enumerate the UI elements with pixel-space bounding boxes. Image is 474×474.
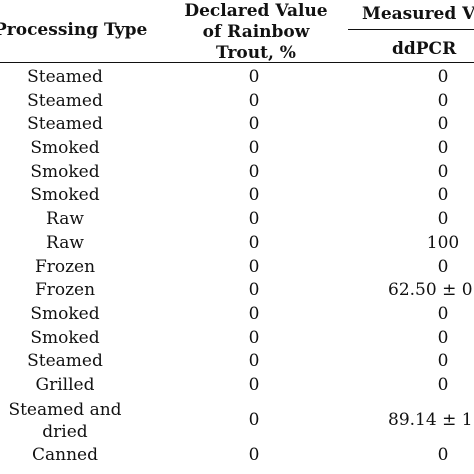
cell-ddpcr: 0 bbox=[437, 90, 449, 111]
cell-processing-type: Smoked bbox=[30, 138, 100, 159]
cell-processing-type: Smoked bbox=[30, 327, 100, 348]
cell-processing-type: Smoked bbox=[30, 303, 100, 324]
table-row: Raw 0 0 bbox=[0, 208, 474, 232]
table-row: Steamed 0 0 bbox=[0, 66, 474, 90]
cell-processing-type: Steamed bbox=[27, 114, 103, 135]
table-row: Smoked 0 0 bbox=[0, 161, 474, 185]
cell-declared-value: 0 bbox=[248, 67, 260, 87]
table-row: Steamed 0 0 bbox=[0, 90, 474, 114]
table-body: Steamed 0 0 Steamed 0 0 Steamed 0 0 Smok… bbox=[0, 66, 474, 467]
cell-processing-type: Canned bbox=[32, 444, 98, 465]
cell-processing-type: Steamed bbox=[27, 351, 103, 372]
cell-ddpcr: 0 bbox=[437, 161, 449, 182]
header-ddpcr: ddPCR bbox=[392, 39, 457, 59]
cell-declared-value: 0 bbox=[248, 90, 260, 111]
cell-ddpcr: 0 bbox=[437, 138, 449, 159]
cell-ddpcr: 0 bbox=[437, 303, 449, 324]
cell-processing-type: Raw bbox=[46, 209, 84, 230]
table-row: Smoked 0 0 bbox=[0, 137, 474, 161]
header-measured-value: Measured V bbox=[362, 4, 474, 24]
cell-processing-type: Grilled bbox=[35, 374, 95, 395]
cell-ddpcr: 0 bbox=[437, 374, 449, 395]
cell-declared-value: 0 bbox=[248, 280, 260, 301]
header-bottom-rule bbox=[0, 62, 474, 63]
table-row: Canned 0 0 bbox=[0, 444, 474, 468]
cell-ddpcr: 0 bbox=[437, 114, 449, 135]
cell-declared-value: 0 bbox=[248, 374, 260, 395]
cell-declared-value: 0 bbox=[248, 185, 260, 206]
header-declared-line-1: Declared Value bbox=[184, 1, 328, 21]
cell-ddpcr: 0 bbox=[437, 209, 449, 230]
cell-declared-value: 0 bbox=[248, 409, 260, 430]
header-declared-value: Declared Value of Rainbow Trout, % bbox=[172, 1, 340, 64]
cell-processing-type: Smoked bbox=[30, 161, 100, 182]
cell-declared-value: 0 bbox=[248, 161, 260, 182]
cell-declared-value: 0 bbox=[248, 444, 260, 465]
cell-processing-type: Raw bbox=[46, 232, 84, 253]
table-row: Frozen 0 0 bbox=[0, 256, 474, 280]
cell-declared-value: 0 bbox=[248, 114, 260, 135]
cell-processing-type: Steamed bbox=[27, 67, 103, 87]
table-row: Steamed 0 0 bbox=[0, 350, 474, 374]
table-row: Grilled 0 0 bbox=[0, 374, 474, 398]
cell-processing-type: Steamed and dried bbox=[8, 399, 122, 442]
cell-ddpcr: 62.50 ± 0. bbox=[388, 280, 474, 301]
cell-ddpcr: 100 bbox=[426, 232, 460, 253]
cell-ddpcr: 0 bbox=[437, 351, 449, 372]
cell-processing-type: Smoked bbox=[30, 185, 100, 206]
cell-ddpcr: 0 bbox=[437, 444, 449, 465]
cell-processing-type: Frozen bbox=[34, 256, 96, 277]
header-processing-type: Processing Type bbox=[0, 20, 148, 40]
cell-ddpcr: 0 bbox=[437, 185, 449, 206]
cell-declared-value: 0 bbox=[248, 303, 260, 324]
cell-declared-value: 0 bbox=[248, 138, 260, 159]
table-row: Smoked 0 0 bbox=[0, 303, 474, 327]
header-declared-line-2: of Rainbow bbox=[202, 22, 310, 42]
cell-ddpcr: 0 bbox=[437, 256, 449, 277]
table-row: Frozen 0 62.50 ± 0. bbox=[0, 279, 474, 303]
cell-processing-type: Frozen bbox=[34, 280, 96, 301]
cell-declared-value: 0 bbox=[248, 351, 260, 372]
cell-declared-value: 0 bbox=[248, 327, 260, 348]
table-row: Steamed and dried 0 89.14 ± 1. bbox=[0, 398, 474, 444]
cell-ddpcr: 0 bbox=[437, 67, 449, 87]
header-declared-line-3: Trout, % bbox=[216, 43, 296, 63]
cell-ddpcr: 0 bbox=[437, 327, 449, 348]
cell-declared-value: 0 bbox=[248, 232, 260, 253]
measured-group-rule bbox=[348, 29, 474, 30]
cell-declared-value: 0 bbox=[248, 256, 260, 277]
table-row: Smoked 0 0 bbox=[0, 327, 474, 351]
table-row: Raw 0 100 bbox=[0, 232, 474, 256]
cell-declared-value: 0 bbox=[248, 209, 260, 230]
cell-processing-type: Steamed bbox=[27, 90, 103, 111]
cell-ddpcr: 89.14 ± 1. bbox=[388, 409, 474, 430]
table-row: Smoked 0 0 bbox=[0, 184, 474, 208]
table-row: Steamed 0 0 bbox=[0, 113, 474, 137]
